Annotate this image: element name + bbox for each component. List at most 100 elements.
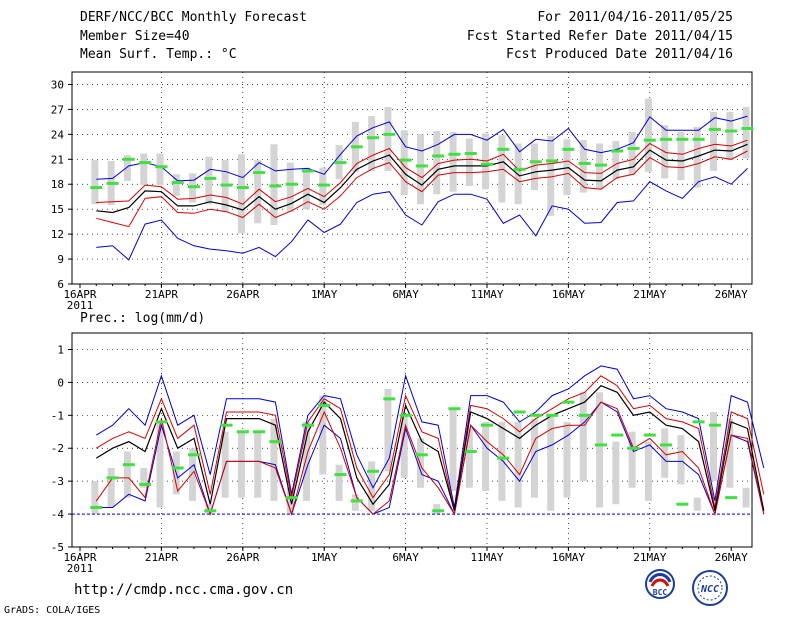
temp-x-tick-label: 21APR [145,288,178,301]
temp-y-tick-label: 24 [51,128,65,141]
prec-x-tick-label: 1MAY [311,551,338,564]
prec-ensemble-bar [384,388,392,472]
prec-y-tick-label: 1 [57,343,64,356]
temp-ensemble-bar [710,111,718,171]
temp-x-tick-label: 16APR [63,288,96,301]
prec-ensemble-bar [530,418,538,498]
temp-x-tick-label: 21MAY [633,288,666,301]
temp-ensemble-bar [742,106,750,159]
prec-x-tick-label: 21MAY [633,551,666,564]
prec-ensemble-bar [303,421,311,501]
temp-ensemble-bar [530,143,538,191]
prec-ensemble-bar [319,395,327,475]
prec-ensemble-bar [742,487,750,508]
prec-ensemble-bar [726,418,734,488]
prec-ensemble-bar [612,441,620,505]
temp-ensemble-bar [498,135,506,203]
prec-ensemble-bar [237,431,245,498]
ncc-logo: NCC [692,570,728,606]
temp-ensemble-bar [579,140,587,193]
temp-y-tick-label: 12 [51,228,64,241]
prec-ensemble-bar [156,421,164,508]
prec-ensemble-bar [628,431,636,488]
temp-plot-frame [71,71,753,285]
refer-date: Fcst Started Refer Date 2011/04/15 [466,29,733,44]
temp-ensemble-bar [156,153,164,186]
prec-mean-line [95,384,765,511]
prec-x-tick-label: 6MAY [392,551,419,564]
prec-ensemble-bar [433,504,441,515]
temp-y-tick-label: 21 [51,153,64,166]
prec-ensemble-bar [644,441,652,501]
prec-ensemble-bar [123,451,131,498]
temp-ensemble-bar [303,167,311,210]
temp-x-year-label: 2011 [67,299,94,312]
prec-ensemble-bar [514,421,522,508]
prec-ensemble-bar [400,415,408,478]
prec-ensemble-bar [677,435,685,485]
temp-y-tick-label: 15 [51,203,64,216]
temp-x-tick-label: 26MAY [715,288,748,301]
temp-y-tick-label: 6 [57,278,64,291]
ncc-logo-text: NCC [700,584,719,595]
prec-ensemble-bar [563,421,571,498]
prec-ensemble-bar [547,415,555,511]
temp-ensemble-bar [123,155,131,181]
temp-x-tick-label: 6MAY [392,288,419,301]
prec-ensemble-bar [335,464,343,501]
prec-spread-upper-line [96,375,765,511]
temp-y-tick-label: 30 [51,78,64,91]
temp-ensemble-bar [416,134,424,205]
prec-max-line [96,365,765,508]
temp-ensemble-bar [644,98,652,172]
temp-y-tick-label: 18 [51,178,64,191]
prec-ensemble-bar [351,494,359,511]
prec-x-tick-label: 16MAY [552,551,585,564]
prec-ensemble-bar [91,481,99,515]
temp-ensemble-bar [612,141,620,180]
temp-ensemble-bar [677,131,685,181]
prec-ensemble-bar [140,467,148,488]
temp-spread-lower-line [96,150,748,228]
forecast-period: For 2011/04/16-2011/05/25 [537,10,733,25]
temp-x-tick-label: 1MAY [311,288,338,301]
agency-logos: BCC NCC [645,569,728,606]
prec-ensemble-bar [449,408,457,492]
chart-title: DERF/NCC/BCC Monthly Forecast [80,10,307,25]
prec-ensemble-bar [693,497,701,511]
prec-x-tick-label: 26MAY [715,551,748,564]
temp-ensemble-bar [205,156,213,205]
prec-y-tick-label: -2 [51,442,64,455]
temp-ensemble-bar [465,138,473,186]
temp-ensemble-bar [91,160,99,205]
temp-ensemble-bar [563,139,571,196]
prec-x-tick-label: 26APR [226,551,259,564]
prec-spread-lower-line [95,401,765,516]
produced-date: Fcst Produced Date 2011/04/16 [506,47,733,62]
temp-min-line [96,168,748,261]
temp-ensemble-bar [172,174,180,196]
temp-ensemble-bar [384,106,392,171]
temp-mean-line [96,143,748,214]
bcc-logo: BCC [645,569,675,599]
temp-ensemble-bar [286,162,294,212]
prec-y-tick-label: -3 [51,475,64,488]
temp-ensemble-bar [693,126,701,188]
member-size: Member Size=40 [80,29,190,44]
prec-ensemble-bar [270,418,278,501]
source-url[interactable]: http://cmdp.ncc.cma.gov.cn [74,582,294,598]
prec-ensemble-bar [286,487,294,515]
grads-credit: GrADS: COLA/IGES [4,605,101,616]
temp-x-tick-label: 11MAY [470,288,503,301]
temp-x-tick-label: 26APR [226,288,259,301]
prec-panel-title: Prec.: log(mm/d) [80,311,205,326]
temp-ensemble-bar [514,143,522,205]
temp-ensemble-bar [140,153,148,186]
prec-y-tick-label: 0 [57,376,64,389]
prec-ensemble-bar [579,392,587,482]
prec-y-tick-label: -5 [51,541,64,554]
temp-ensemble-bar [368,116,376,171]
temp-ensemble-bar [449,131,457,192]
prec-x-tick-label: 21APR [145,551,178,564]
